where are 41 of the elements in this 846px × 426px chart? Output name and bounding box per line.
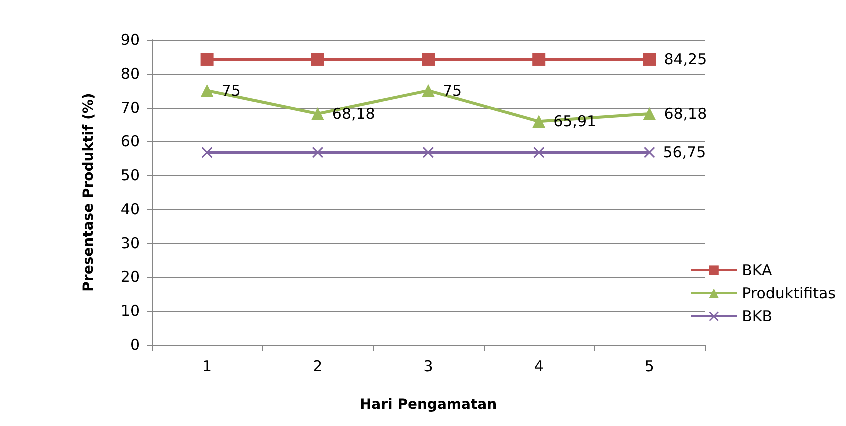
data-label: 56,75 xyxy=(663,144,706,162)
y-tick-label: 30 xyxy=(120,234,140,252)
x-tick-label: 4 xyxy=(534,358,544,376)
y-tick-label: 70 xyxy=(120,98,140,117)
legend-label: BKA xyxy=(742,262,773,280)
point xyxy=(200,84,214,98)
point xyxy=(422,52,435,66)
y-tick-label: 60 xyxy=(120,132,140,151)
point xyxy=(643,52,656,66)
x-tick-label: 1 xyxy=(202,358,212,376)
x-tick-label: 3 xyxy=(424,358,434,376)
point xyxy=(311,52,324,66)
y-tick-label: 40 xyxy=(120,200,140,218)
y-tick-label: 50 xyxy=(120,166,140,185)
y-tick-label: 0 xyxy=(130,336,140,354)
point xyxy=(534,147,545,158)
point xyxy=(422,84,435,98)
data-label: 68,18 xyxy=(664,104,708,123)
point xyxy=(200,52,214,66)
x-tick-label: 5 xyxy=(644,358,654,376)
legend-label: BKB xyxy=(742,308,773,326)
x-tick-label: 2 xyxy=(313,358,323,376)
point xyxy=(532,52,546,66)
y-axis-title: Presentase Produktif (%) xyxy=(81,93,97,292)
point xyxy=(312,147,324,158)
data-label: 84,25 xyxy=(664,50,708,68)
data-label: 75 xyxy=(222,82,241,100)
data-label: 68,18 xyxy=(332,104,376,123)
point xyxy=(644,147,656,158)
point xyxy=(423,147,434,158)
legend-label: Produktifitas xyxy=(742,284,836,302)
point xyxy=(532,115,546,128)
point xyxy=(643,107,656,120)
y-tick-label: 80 xyxy=(120,64,140,83)
y-tick-label: 10 xyxy=(120,302,140,320)
y-tick-label: 20 xyxy=(120,268,140,286)
x-axis-title: Hari Pengamatan xyxy=(360,397,498,413)
data-label: 75 xyxy=(443,82,462,100)
point xyxy=(311,107,324,120)
point xyxy=(202,147,213,158)
y-tick-label: 90 xyxy=(120,31,140,49)
